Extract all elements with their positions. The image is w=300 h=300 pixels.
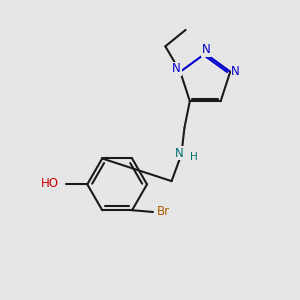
Text: H: H: [190, 152, 198, 162]
Text: N: N: [172, 62, 181, 75]
Text: N: N: [231, 64, 240, 78]
Text: N: N: [175, 146, 184, 160]
Text: N: N: [202, 43, 210, 56]
Text: Br: Br: [157, 206, 170, 218]
Text: HO: HO: [41, 177, 59, 190]
